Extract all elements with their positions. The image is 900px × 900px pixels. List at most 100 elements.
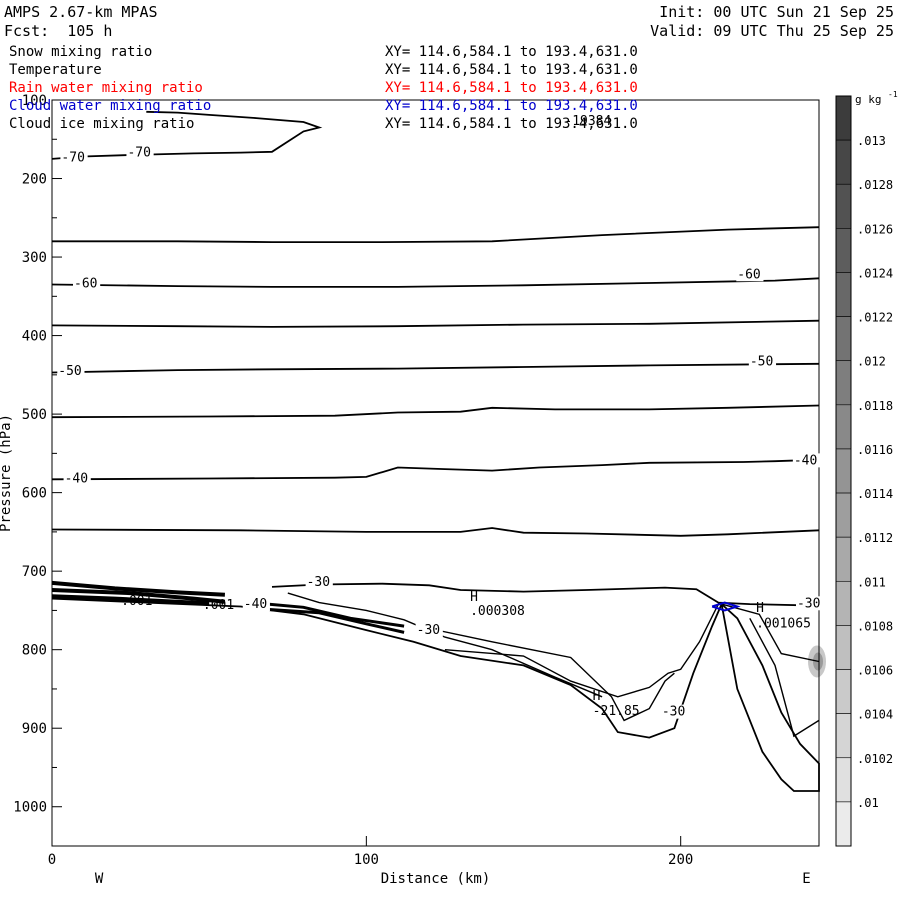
ice-layer — [51, 580, 405, 634]
contour-label-bg — [73, 276, 101, 291]
contour-label-bg — [242, 597, 270, 612]
y-tick-label: 800 — [22, 643, 47, 659]
y-tick-label: 400 — [22, 329, 47, 345]
model-title: AMPS 2.67-km MPAS — [4, 3, 158, 21]
colorbar-label: .0122 — [857, 311, 893, 325]
contour-label-bg — [660, 704, 689, 719]
colorbar-label: .012 — [857, 355, 886, 369]
annotation-label: .000308 — [470, 604, 525, 619]
contour-label-bg — [63, 471, 91, 486]
contour-label: -19384 — [564, 114, 611, 129]
legend-xy-temperature: XY= 114.6,584.1 to 193.4,631.0 — [385, 62, 638, 78]
colorbar-swatch — [835, 404, 852, 450]
legend-xy-cloud-water: XY= 114.6,584.1 to 193.4,631.0 — [385, 98, 638, 114]
colorbar-swatch — [835, 580, 852, 626]
colorbar-label: .0124 — [857, 266, 893, 280]
legend-xy-cloud-ice: XY= 114.6,584.1 to 193.4,631.0 — [385, 116, 638, 132]
x-tick-label: 100 — [354, 852, 379, 868]
colorbar-label: .0116 — [857, 443, 893, 457]
annotation-label: .001 — [203, 598, 234, 613]
colorbar-swatch — [835, 492, 852, 538]
terrain-layer — [51, 597, 820, 792]
colorbar: .013 .0128 .0126 .0124 .0122 .012 .0118 .0116 .0… — [835, 90, 898, 847]
snow-band — [51, 588, 226, 604]
legend-xy-rain: XY= 114.6,584.1 to 193.4,631.0 — [385, 80, 638, 96]
annotation-label: .001 — [121, 594, 152, 609]
snow-band — [259, 607, 405, 634]
x-tick-label: 0 — [48, 852, 56, 868]
temperature-contour — [51, 362, 820, 374]
y-tick-label: 700 — [22, 564, 47, 580]
colorbar-label: .013 — [857, 134, 886, 148]
colorbar-label: .01 — [857, 796, 879, 810]
temperature-contour — [51, 527, 820, 537]
annotation-label: H — [756, 601, 764, 616]
colorbar-swatch — [835, 713, 852, 759]
colorbar-unit-exponent: -1 — [888, 90, 898, 99]
y-tick-label: 200 — [22, 172, 47, 188]
colorbar-swatch — [835, 139, 852, 185]
colorbar-swatch — [835, 272, 852, 317]
y-tick-label: 500 — [22, 407, 47, 423]
snow-band — [51, 594, 210, 606]
colorbar-label: .0108 — [857, 619, 893, 633]
mixing-ratio-contour — [444, 603, 720, 698]
contour-label: -40 — [65, 471, 88, 486]
direction-west-label: W — [95, 871, 104, 887]
contour-label-bg — [126, 145, 154, 160]
annotation-label: H — [470, 590, 478, 605]
mixing-ratio-contour — [721, 603, 820, 663]
snow-band — [259, 601, 405, 628]
colorbar-label: .0114 — [857, 487, 893, 501]
label-layer: -70 -70 -60 -60 -50 -50 -40 -40 -40 -30 -30 -30 -30 -… — [57, 114, 824, 720]
contour-label-bg — [60, 150, 88, 165]
colorbar-swatch — [835, 801, 852, 847]
colorbar-label: .0112 — [857, 531, 893, 545]
contour-label-bg — [415, 622, 443, 637]
y-tick-label: 100 — [22, 93, 47, 109]
colorbar-unit: g kg — [855, 93, 882, 106]
contour-label-bg — [792, 453, 821, 468]
legend-xy-snow: XY= 114.6,584.1 to 193.4,631.0 — [385, 44, 638, 60]
y-tick-label: 1000 — [13, 800, 47, 816]
colorbar-label: .0104 — [857, 708, 893, 722]
colorbar-swatch — [835, 360, 852, 406]
legend-label-temperature: Temperature — [9, 62, 102, 78]
x-axis-label: Distance (km) — [381, 871, 491, 887]
temperature-contour — [51, 404, 820, 419]
colorbar-swatch — [835, 228, 852, 273]
contour-label: -40 — [244, 597, 267, 612]
contour-label-bg — [57, 363, 85, 378]
colorbar-swatch — [835, 757, 852, 803]
legend-label-snow: Snow mixing ratio — [9, 44, 153, 60]
forecast-hour: Fcst: 105 h — [4, 22, 113, 40]
colorbar-label: .0118 — [857, 399, 893, 413]
init-time: Init: 00 UTC Sun 21 Sep 25 — [659, 3, 894, 21]
legend-label-cloud-ice: Cloud ice mixing ratio — [9, 116, 195, 132]
contour-label: -60 — [737, 267, 760, 282]
contour-label-bg — [563, 114, 616, 129]
contour-layer — [51, 110, 820, 738]
colorbar-label: .0106 — [857, 664, 893, 678]
contour-label: -70 — [61, 150, 84, 165]
direction-east-label: E — [802, 871, 810, 887]
colorbar-swatch — [835, 448, 852, 494]
contour-label: -70 — [127, 146, 150, 161]
colorbar-swatch — [835, 95, 852, 141]
legend-label-cloud-water: Cloud water mixing ratio — [9, 98, 212, 114]
snow-band — [51, 580, 225, 597]
y-axis-label: Pressure (hPa) — [0, 414, 14, 532]
mixing-ratio-contour — [287, 592, 603, 698]
temperature-contour — [52, 226, 820, 243]
temperature-contour — [51, 277, 820, 288]
x-tick-label: 200 — [668, 852, 693, 868]
terrain-outline — [51, 597, 820, 792]
y-tick-label: 900 — [22, 721, 47, 737]
contour-label-bg — [305, 575, 333, 590]
temperature-contour — [51, 319, 820, 328]
colorbar-frame — [835, 95, 852, 847]
y-tick-label: 300 — [22, 250, 47, 266]
y-tick-label: 600 — [22, 486, 47, 502]
contour-label: -30 — [662, 705, 685, 720]
